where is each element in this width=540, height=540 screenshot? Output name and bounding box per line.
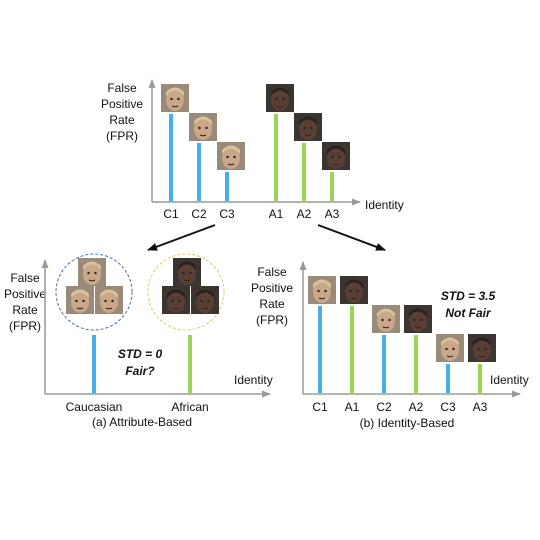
attribute-bars — [92, 335, 192, 393]
identity-y-label-line-2: Positive — [251, 281, 293, 295]
african-group-face-3-icon — [191, 286, 219, 314]
face-c2-icon — [372, 305, 400, 333]
top-bars — [169, 114, 334, 201]
bar-a3 — [330, 172, 334, 201]
identity-x-label: Identity — [490, 373, 529, 387]
attribute-y-label: False Positive Rate (FPR) — [4, 271, 46, 333]
bar-a1 — [274, 114, 278, 201]
identity-caption: (b) Identity-Based — [360, 416, 455, 430]
top-y-label-line-1: False — [107, 81, 137, 95]
identity-y-label-line-3: Rate — [259, 297, 285, 311]
tick-label-a1: A1 — [345, 400, 360, 414]
identity-bars — [318, 306, 482, 393]
bar-c3 — [446, 364, 450, 393]
top-y-label-line-3: Rate — [109, 113, 135, 127]
tick-label-c1: C1 — [163, 207, 179, 221]
attribute-std-text: STD = 0 — [118, 347, 163, 361]
tick-label-c1: C1 — [312, 400, 328, 414]
identity-std-text: STD = 3.5 — [441, 289, 496, 303]
bar-african — [188, 335, 192, 393]
attribute-x-label: Identity — [234, 373, 273, 387]
arrow-to-attribute-based — [147, 224, 216, 251]
caucasian-group-face-2-icon — [66, 286, 94, 314]
identity-chart: False Positive Rate (FPR) Identity C1 A1 C… — [251, 261, 529, 430]
face-a2-icon — [404, 305, 432, 333]
face-a3-icon — [322, 142, 350, 170]
bar-c1 — [318, 306, 322, 393]
identity-tick-labels: C1 A1 C2 A2 C3 A3 — [312, 400, 487, 414]
identity-y-label-line-1: False — [257, 265, 287, 279]
face-c1-icon — [161, 84, 189, 112]
face-c1-icon — [308, 276, 336, 304]
caucasian-group-circle — [55, 253, 133, 331]
tick-label-a1: A1 — [269, 207, 284, 221]
tick-label-c3: C3 — [440, 400, 456, 414]
top-tick-labels: C1 C2 C3 A1 A2 A3 — [163, 207, 339, 221]
bar-c3 — [225, 172, 229, 201]
tick-label-caucasian: Caucasian — [66, 400, 123, 414]
bar-a1 — [350, 306, 354, 393]
tick-label-c3: C3 — [219, 207, 235, 221]
face-a2-icon — [294, 113, 322, 141]
tick-label-a3: A3 — [325, 207, 340, 221]
identity-y-label-line-4: (FPR) — [256, 313, 288, 327]
bar-a3 — [478, 364, 482, 393]
attribute-tick-labels: Caucasian African — [66, 400, 209, 414]
top-y-label: False Positive Rate (FPR) — [101, 81, 143, 143]
caucasian-group-face-3-icon — [95, 286, 123, 314]
bar-c2 — [382, 335, 386, 393]
bar-caucasian — [92, 335, 96, 393]
african-group-circle — [147, 253, 225, 331]
bar-c1 — [169, 114, 173, 201]
face-a1-icon — [266, 84, 294, 112]
face-a1-icon — [340, 276, 368, 304]
arrow-to-identity-based — [317, 224, 386, 251]
face-c2-icon — [189, 113, 217, 141]
attribute-chart: False Positive Rate (FPR) Identity Cauca… — [4, 253, 273, 429]
bar-c2 — [197, 143, 201, 201]
top-y-label-line-2: Positive — [101, 97, 143, 111]
top-y-label-line-4: (FPR) — [106, 129, 138, 143]
tick-label-a2: A2 — [297, 207, 312, 221]
face-c3-icon — [217, 142, 245, 170]
attribute-y-label-line-4: (FPR) — [9, 319, 41, 333]
face-a3-icon — [468, 334, 496, 362]
caucasian-group-face-1-icon — [78, 258, 106, 286]
attribute-caption: (a) Attribute-Based — [92, 415, 192, 429]
attribute-y-label-line-3: Rate — [12, 303, 38, 317]
african-group-face-2-icon — [162, 286, 190, 314]
tick-label-c2: C2 — [376, 400, 392, 414]
attribute-face-thumbnails — [66, 258, 219, 314]
identity-face-thumbnails — [308, 276, 496, 362]
top-chart: False Positive Rate (FPR) Identity C1 C2 C… — [101, 79, 404, 221]
identity-y-label: False Positive Rate (FPR) — [251, 265, 293, 327]
attribute-verdict-text: Fair? — [125, 364, 155, 378]
bar-a2 — [414, 335, 418, 393]
top-x-label: Identity — [365, 198, 404, 212]
african-group-face-1-icon — [173, 258, 201, 286]
tick-label-a2: A2 — [409, 400, 424, 414]
face-c3-icon — [436, 334, 464, 362]
tick-label-c2: C2 — [191, 207, 207, 221]
top-face-thumbnails — [161, 84, 350, 170]
bar-a2 — [302, 143, 306, 201]
tick-label-a3: A3 — [473, 400, 488, 414]
identity-verdict-text: Not Fair — [445, 306, 492, 320]
attribute-y-label-line-1: False — [10, 271, 40, 285]
tick-label-african: African — [171, 400, 208, 414]
attribute-y-label-line-2: Positive — [4, 287, 46, 301]
